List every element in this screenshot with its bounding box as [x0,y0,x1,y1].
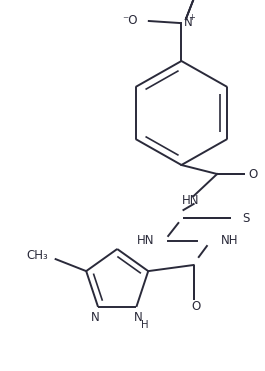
Text: ⁻O: ⁻O [123,14,138,27]
Text: +: + [188,13,195,23]
Text: N: N [183,16,192,30]
Text: CH₃: CH₃ [26,249,48,262]
Text: HN: HN [182,194,199,207]
Text: N: N [91,311,99,324]
Text: N: N [134,311,143,324]
Text: HN: HN [136,234,154,247]
Text: S: S [242,211,249,224]
Text: O: O [248,167,257,181]
Text: O: O [191,299,200,312]
Text: NH: NH [221,234,239,247]
Text: H: H [141,320,148,330]
